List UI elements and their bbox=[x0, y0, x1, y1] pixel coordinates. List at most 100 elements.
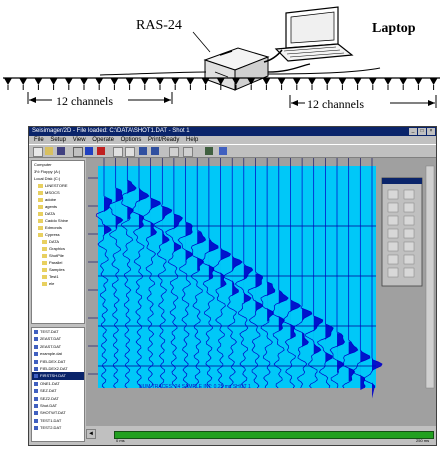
tree-item[interactable]: Edmonds bbox=[32, 224, 84, 231]
display-icon[interactable] bbox=[219, 147, 227, 155]
trace-fill bbox=[138, 188, 149, 229]
device-label: RAS-24 bbox=[136, 18, 182, 33]
tree-item[interactable]: agents bbox=[32, 203, 84, 210]
settings-icon[interactable] bbox=[205, 147, 213, 155]
file-list-item[interactable]: SEZ2.DAT bbox=[32, 395, 84, 402]
tree-item[interactable]: MSOCS bbox=[32, 189, 84, 196]
geophone bbox=[186, 78, 195, 90]
seismic-trace bbox=[293, 165, 313, 389]
scroll-left-button[interactable]: ◄ bbox=[86, 429, 96, 439]
seismic-trace bbox=[329, 165, 346, 389]
tree-item[interactable]: DATA bbox=[32, 210, 84, 217]
menu-setup[interactable]: Setup bbox=[50, 137, 67, 143]
tree-item[interactable]: adobe bbox=[32, 196, 84, 203]
time-range-slider[interactable] bbox=[114, 431, 434, 439]
filter-icon[interactable] bbox=[139, 147, 147, 155]
open-folder-icon[interactable] bbox=[45, 147, 53, 155]
zoom-out-icon[interactable] bbox=[125, 147, 135, 157]
file-list-item[interactable]: Shot.DAT bbox=[32, 402, 84, 409]
seismic-trace bbox=[153, 165, 173, 389]
file-list-item[interactable]: SEZ.DAT bbox=[32, 387, 84, 394]
tree-item[interactable]: ShotPile bbox=[32, 252, 84, 259]
tree-item[interactable]: Graphics bbox=[32, 245, 84, 252]
file-list-item[interactable]: TEST2.DAT bbox=[32, 424, 84, 431]
file-list-item[interactable]: TEST.DAT bbox=[32, 328, 84, 335]
palette-button bbox=[403, 254, 415, 265]
menu-print[interactable]: Print/Ready bbox=[148, 137, 180, 143]
seismic-trace bbox=[223, 165, 243, 389]
gain-icon[interactable] bbox=[151, 147, 159, 155]
palette-button bbox=[387, 202, 399, 213]
tree-item[interactable]: DATA bbox=[32, 238, 84, 245]
geophone bbox=[156, 78, 164, 90]
tool-palette-titlebar bbox=[382, 178, 422, 184]
palette-button bbox=[387, 189, 399, 200]
menu-options[interactable]: Options bbox=[120, 137, 142, 143]
palette-button bbox=[403, 228, 415, 239]
seismic-trace bbox=[317, 165, 334, 389]
tree-item[interactable]: Parallel bbox=[32, 259, 84, 266]
menu-view[interactable]: View bbox=[72, 137, 86, 143]
geophone bbox=[323, 78, 332, 90]
file-list-item[interactable]: FIRSTSH.DAT bbox=[32, 372, 84, 380]
file-list-item[interactable]: ONE1.DAT bbox=[32, 380, 84, 387]
file-list-item[interactable]: TEST1.DAT bbox=[32, 417, 84, 424]
grid-icon[interactable] bbox=[85, 147, 93, 155]
tree-item[interactable]: Computer bbox=[34, 162, 52, 167]
minimize-button[interactable]: _ bbox=[409, 128, 417, 135]
geophone-row bbox=[4, 78, 438, 90]
geophone bbox=[262, 78, 271, 90]
file-list-item[interactable]: example.dat bbox=[32, 350, 84, 357]
geophone bbox=[216, 78, 225, 90]
record-icon[interactable] bbox=[97, 147, 105, 155]
file-list-item[interactable]: FIELDEX2.DAT bbox=[32, 365, 84, 372]
tree-item[interactable]: Cypress bbox=[32, 231, 84, 238]
left-span-arrow bbox=[27, 92, 173, 104]
trace-fill bbox=[185, 222, 193, 263]
menu-file[interactable]: File bbox=[34, 137, 44, 143]
palette-button bbox=[387, 228, 399, 239]
time-end-label: 250 ms bbox=[416, 438, 430, 443]
trace-fill bbox=[232, 256, 243, 297]
palette-button bbox=[387, 254, 399, 265]
close-button[interactable]: × bbox=[427, 128, 435, 135]
print-icon[interactable] bbox=[73, 147, 83, 157]
arrow-icon[interactable] bbox=[183, 147, 193, 157]
left-span-label: 12 channels bbox=[56, 94, 113, 108]
trace-fill bbox=[278, 290, 289, 331]
save-icon[interactable] bbox=[57, 147, 65, 155]
new-file-icon[interactable] bbox=[33, 147, 43, 157]
tree-item[interactable]: ele bbox=[32, 280, 84, 287]
trace-fill bbox=[220, 248, 231, 288]
file-list-item[interactable]: FIELDEX.DAT bbox=[32, 358, 84, 365]
pick-icon[interactable] bbox=[169, 147, 179, 157]
tree-item[interactable]: Caddo Shine bbox=[32, 217, 84, 224]
file-list-item[interactable]: 2EAST.DAT bbox=[32, 343, 84, 350]
palette-button bbox=[387, 241, 399, 252]
menu-operate[interactable]: Operate bbox=[92, 137, 114, 143]
geophone bbox=[140, 78, 149, 90]
seismic-trace bbox=[363, 166, 383, 389]
plot-area bbox=[98, 166, 376, 388]
status-line: NUM TRACES: 24 SAMPLE INT: 0.25 ms SHOT … bbox=[139, 384, 251, 390]
tree-item[interactable]: Test1 bbox=[32, 273, 84, 280]
right-span-label: 12 channels bbox=[307, 97, 364, 111]
tree-item[interactable]: Samples bbox=[32, 266, 84, 273]
tree-item[interactable]: Local Disk (C:) bbox=[34, 176, 61, 181]
geophone bbox=[292, 78, 301, 90]
seismic-trace bbox=[108, 165, 124, 389]
folder-tree: Computer 3½ Floppy (A:) Local Disk (C:) LIN… bbox=[31, 160, 85, 324]
menu-help[interactable]: Help bbox=[186, 137, 199, 143]
geophone bbox=[4, 78, 12, 90]
file-list-item[interactable]: 2EAST.DAT bbox=[32, 335, 84, 342]
file-list-item[interactable]: SHOTWT.DAT bbox=[32, 409, 84, 416]
app-window: Seisimager/2D - File loaded: C:\DATA\SHO… bbox=[28, 126, 437, 446]
tree-item[interactable]: 3½ Floppy (A:) bbox=[34, 169, 61, 174]
zoom-in-icon[interactable] bbox=[113, 147, 123, 157]
maximize-button[interactable]: □ bbox=[418, 128, 426, 135]
geophone bbox=[19, 78, 28, 90]
seismic-trace bbox=[201, 165, 219, 389]
trace-fill bbox=[337, 333, 345, 373]
geophone bbox=[95, 78, 104, 90]
tree-item[interactable]: LINESTORE bbox=[32, 182, 84, 189]
